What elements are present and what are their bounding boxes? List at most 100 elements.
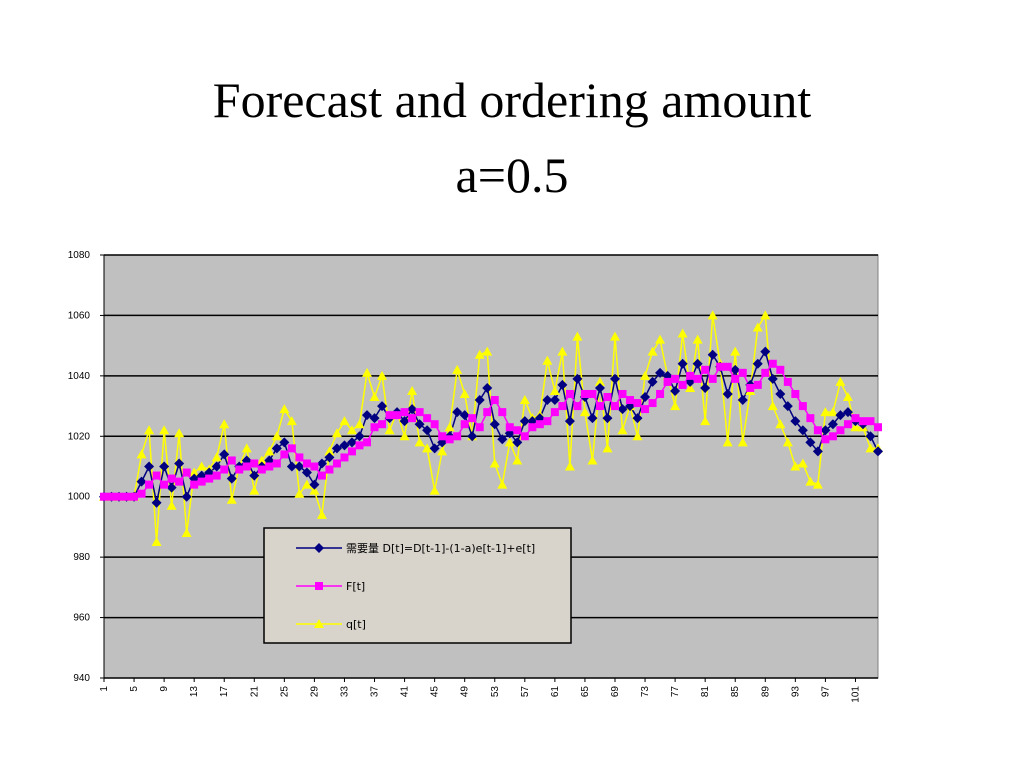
diamond-marker [459,410,470,421]
square-marker [423,414,432,423]
triangle-marker [632,431,643,441]
diamond-marker [542,395,553,406]
diamond-marker [339,440,350,451]
square-marker [783,377,792,386]
square-marker [287,444,296,453]
triangle-marker [294,488,305,498]
triangle-marker [422,443,433,453]
y-tick-label: 1060 [68,310,91,321]
triangle-marker [459,388,470,398]
square-marker [415,408,424,417]
triangle-marker [384,425,395,435]
x-tick-label: 5 [129,686,140,692]
triangle-marker [437,446,448,456]
square-marker [400,408,409,417]
triangle-marker [497,479,508,489]
square-marker [738,368,747,377]
triangle-marker [812,479,823,489]
diamond-marker [609,373,620,384]
x-tick-label: 49 [460,686,471,698]
square-marker [505,423,514,432]
diamond-marker [865,431,876,442]
square-marker [626,396,635,405]
triangle-marker [211,452,222,462]
diamond-marker [827,419,838,430]
square-marker [836,426,845,435]
square-marker [588,389,597,398]
square-marker [378,420,387,429]
diamond-marker [249,470,260,481]
square-marker [483,408,492,417]
diamond-marker [294,461,305,472]
diamond-marker [314,543,324,553]
x-tick-label: 97 [820,686,831,698]
triangle-marker [790,461,801,471]
square-marker [347,447,356,456]
square-marker [235,465,244,474]
diamond-marker [677,358,688,369]
square-marker [573,402,582,411]
diamond-marker [489,419,500,430]
diamond-marker [782,401,793,412]
triangle-marker [557,346,568,356]
triangle-marker [174,428,185,438]
x-tick-label: 81 [700,686,711,698]
diamond-marker [640,392,651,403]
square-marker [167,474,176,483]
triangle-marker [301,479,312,489]
diamond-marker [301,467,312,478]
square-marker [520,432,529,441]
diamond-marker [820,425,831,436]
square-marker [716,362,725,371]
diamond-marker [369,413,380,424]
diamond-marker [362,410,373,421]
triangle-marker [414,437,425,447]
square-marker [122,492,131,501]
diamond-marker [482,382,493,393]
square-marker [843,420,852,429]
square-marker [731,374,740,383]
square-marker [227,456,236,465]
triangle-marker [331,428,342,438]
diamond-marker [346,437,357,448]
diamond-marker [632,413,643,424]
triangle-marker [609,331,620,341]
legend-label: q[t] [346,618,366,631]
square-marker [498,408,507,417]
square-marker [693,374,702,383]
legend-label: 需要量 D[t]=D[t-1]-(1-a)e[t-1]+e[t] [346,542,535,555]
square-marker [430,420,439,429]
diamond-marker [407,404,418,415]
square-marker [671,374,680,383]
square-marker [393,411,402,420]
diamond-marker [286,461,297,472]
triangle-marker [549,385,560,395]
square-marker [618,389,627,398]
diamond-marker [700,382,711,393]
triangle-marker [377,370,388,380]
triangle-marker [797,458,808,468]
triangle-marker [820,407,831,417]
triangle-marker [805,476,816,486]
diamond-marker [467,431,478,442]
triangle-marker [452,364,463,374]
triangle-marker [752,322,763,332]
diamond-marker [159,461,170,472]
diamond-marker [549,395,560,406]
diamond-marker [557,379,568,390]
square-marker [558,402,567,411]
diamond-marker [775,388,786,399]
square-marker [708,374,717,383]
square-marker [753,380,762,389]
square-marker [115,492,124,501]
square-marker [663,377,672,386]
diamond-marker [136,476,147,487]
square-marker [257,465,266,474]
triangle-marker [519,395,530,405]
x-tick-label: 85 [730,686,741,698]
square-marker [821,435,830,444]
square-marker [152,471,161,480]
triangle-marker [512,455,523,465]
triangle-marker [542,355,553,365]
square-marker [475,423,484,432]
